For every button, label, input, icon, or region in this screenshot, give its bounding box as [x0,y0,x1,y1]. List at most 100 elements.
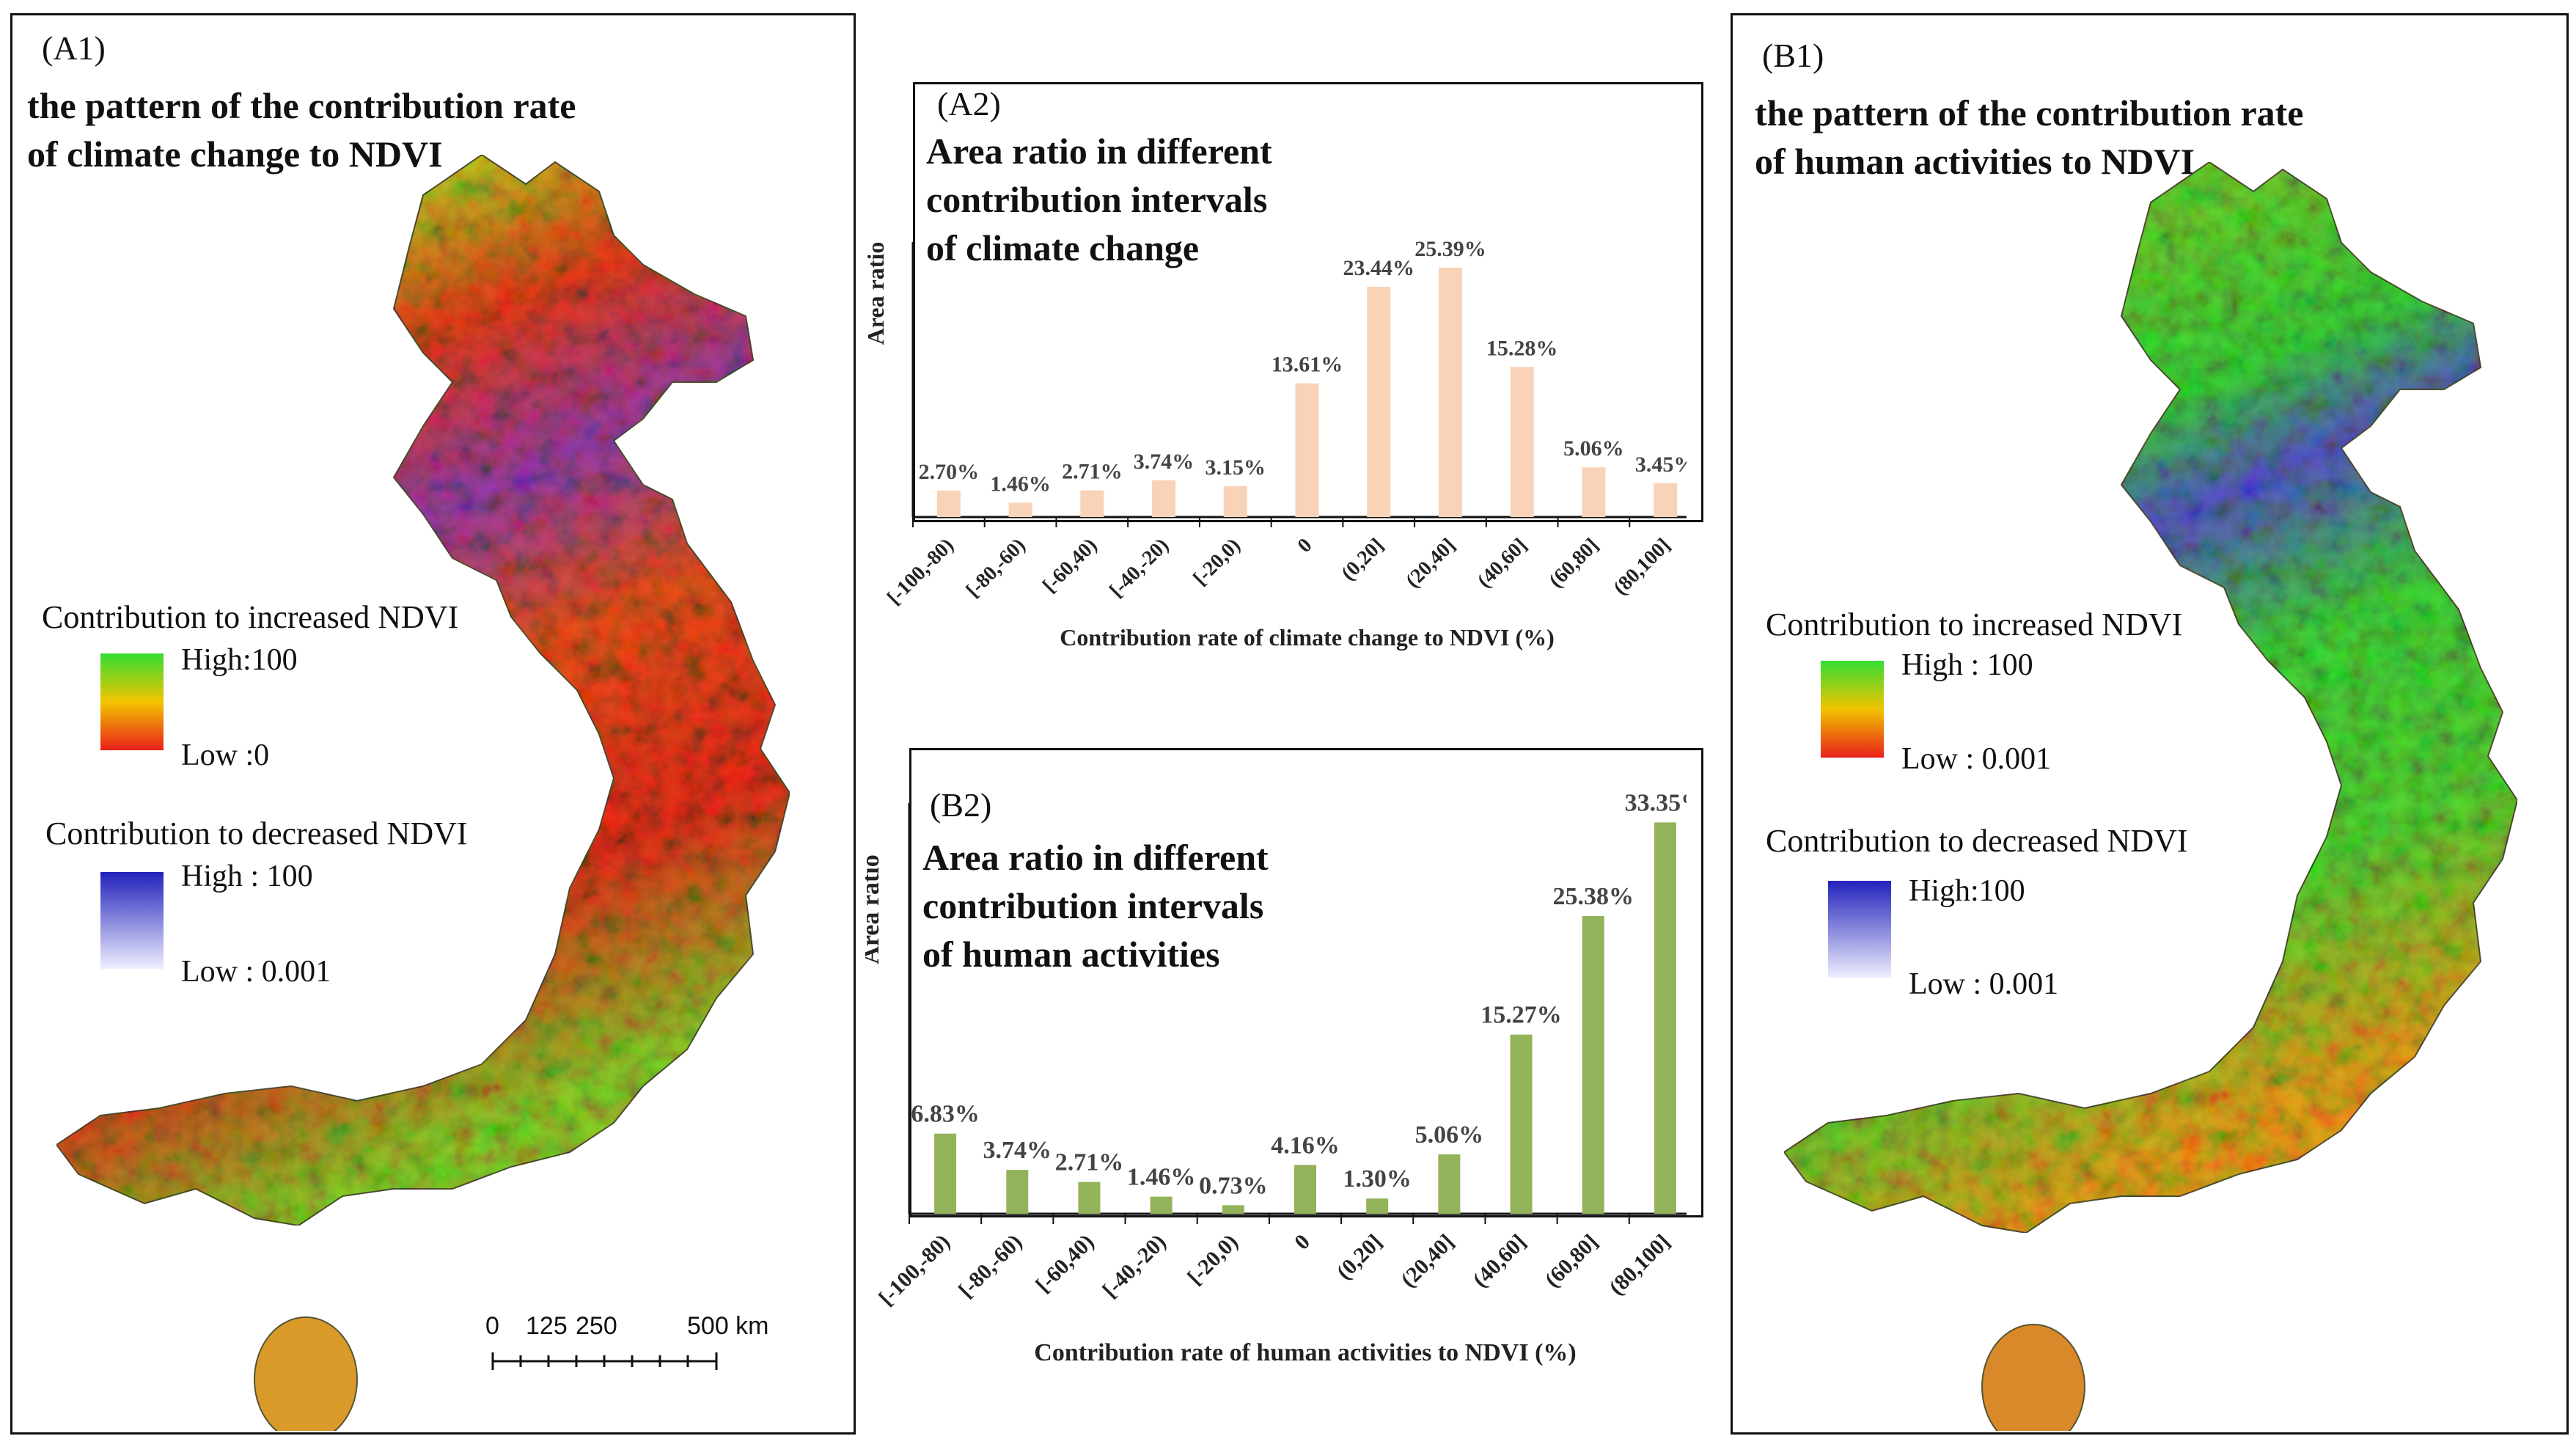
category-tick-label: (0,20] [1337,534,1388,585]
legend-dec-low-b1: Low : 0.001 [1909,967,2059,1001]
legend-dec-ramp-a1 [100,872,164,969]
legend-dec-heading-a1: Contribution to decreased NDVI [45,816,468,851]
map-human-contribution [1783,161,2518,1431]
bar-value-label: 2.71% [1055,1149,1124,1176]
category-tick-label: [-40,-20) [1098,1230,1170,1303]
bar-value-label: 15.27% [1480,1002,1562,1029]
x-axis-title: Contribution rate of climate change to N… [1060,624,1555,651]
bar [1222,1205,1244,1214]
chart-panel-b2: (B2) Area ratio in different contributio… [909,748,1703,1217]
map-title-b1: the pattern of the contribution rate of … [1755,92,2304,182]
panel-label-a2: (A2) [937,85,1001,122]
category-tick-label: [-20,0) [1189,534,1244,590]
scale-label-0: 0 [485,1312,499,1340]
bar [1223,486,1247,517]
map-panel-b1: (B1) the pattern of the contribution rat… [1731,13,2569,1435]
hainan-island [254,1316,358,1431]
category-tick-label: (20,40] [1401,534,1460,593]
legend-dec-heading-b1: Contribution to decreased NDVI [1766,823,2188,859]
category-tick-label: [-60,40) [1038,534,1101,597]
bar-value-label: 13.61% [1272,353,1343,377]
category-tick-label: [-40,-20) [1105,534,1173,602]
bar-value-label: 23.44% [1343,256,1414,280]
scale-label-500: 500 km [687,1312,769,1340]
category-tick-label: [-20,0) [1183,1230,1243,1290]
legend-dec-low-a1: Low : 0.001 [181,955,331,989]
category-tick-label: 0 [1290,1230,1315,1255]
bar-chart-a2: 2.70% [-100,-80) 1.46% [-80,-60) 2.71% [-60,4… [865,237,1687,651]
legend-inc-ramp-a1 [100,653,164,750]
category-tick-label: [-100,-80) [883,534,958,609]
bar-value-label: 3.74% [1134,450,1195,474]
bar-value-label: 6.83% [911,1101,980,1128]
bar [1006,1170,1029,1214]
y-axis-title: Area ratio [865,854,884,964]
legend-dec-high-b1: High:100 [1909,874,2025,908]
bar-value-label: 2.70% [919,460,980,484]
bar [1654,822,1676,1214]
category-tick-label: (20,40] [1396,1230,1458,1292]
legend-inc-high-a1: High:100 [181,643,298,677]
bar-value-label: 3.15% [1206,455,1266,480]
scale-label-250: 250 [576,1312,617,1340]
bar-value-label: 3.74% [983,1137,1052,1164]
bar [1438,1154,1461,1214]
bar [1150,1196,1173,1214]
bar [1582,915,1604,1214]
chart-title-b2: Area ratio in different contribution int… [922,837,1269,975]
bar [1582,467,1606,517]
bar-value-label: 3.45% [1635,453,1687,477]
category-tick-label: (40,60] [1473,534,1532,593]
category-tick-label: [-80,-60) [954,1230,1027,1303]
scale-label-125: 125 [526,1312,568,1340]
bar-value-label: 5.06% [1415,1121,1484,1149]
bar-value-label: 5.06% [1563,436,1624,461]
category-tick-label: [-80,-60) [962,534,1030,602]
bar [1510,1034,1533,1214]
bar-value-label: 15.28% [1486,336,1558,360]
category-tick-label: (60,80] [1540,1230,1602,1292]
x-axis-title: Contribution rate of human activities to… [1034,1339,1576,1366]
panel-label-b2: (B2) [930,786,992,824]
bar-value-label: 25.39% [1414,237,1486,261]
y-axis-title: Area ratio [865,242,889,345]
map-title-a1: the pattern of the contribution rate of … [27,85,576,175]
bar [1080,490,1104,517]
category-tick-label: 0 [1293,534,1317,557]
panel-label-b1: (B1) [1762,37,1824,74]
category-tick-label: (40,60] [1468,1230,1530,1292]
category-tick-label: (80,100] [1610,534,1676,600]
bar-value-label: 4.16% [1271,1132,1340,1159]
legend-inc-heading-b1: Contribution to increased NDVI [1766,607,2183,642]
legend-inc-high-b1: High : 100 [1901,648,2033,682]
legend-dec-ramp-b1 [1828,881,1891,978]
legend-inc-ramp-b1 [1821,661,1884,758]
legend-inc-low-b1: Low : 0.001 [1901,742,2052,776]
map-climate-contribution [56,154,790,1431]
bar [1654,483,1678,517]
chart-title-a2: Area ratio in different contribution int… [926,131,1272,268]
legend-inc-low-a1: Low :0 [181,739,270,772]
category-tick-label: (0,20] [1332,1230,1387,1285]
category-tick-label: (80,100] [1604,1230,1675,1300]
bar [934,1133,957,1214]
hainan-island [1981,1324,2085,1431]
category-tick-label: (60,80] [1545,534,1604,593]
bar-chart-b2: 6.83% [-100,-80) 3.74% [-80,-60) 2.71% [-60,4… [865,789,1687,1366]
bar-value-label: 1.46% [1127,1164,1196,1191]
category-tick-label: [-100,-80) [874,1230,955,1311]
scale-bar [491,1352,718,1370]
bar-value-label: 1.46% [990,472,1051,496]
legend-dec-high-a1: High : 100 [181,860,313,893]
bar [1366,1198,1389,1214]
legend-inc-heading-a1: Contribution to increased NDVI [42,599,459,635]
bar [1367,287,1391,517]
bar [936,490,961,517]
bar [1152,480,1176,517]
bar [1008,502,1032,517]
bar [1078,1182,1101,1214]
panel-label-a1: (A1) [42,29,106,67]
bar-value-label: 1.30% [1343,1165,1412,1193]
map-panel-a1: (A1) the pattern of the contribution rat… [10,13,856,1435]
bar [1294,1165,1316,1214]
